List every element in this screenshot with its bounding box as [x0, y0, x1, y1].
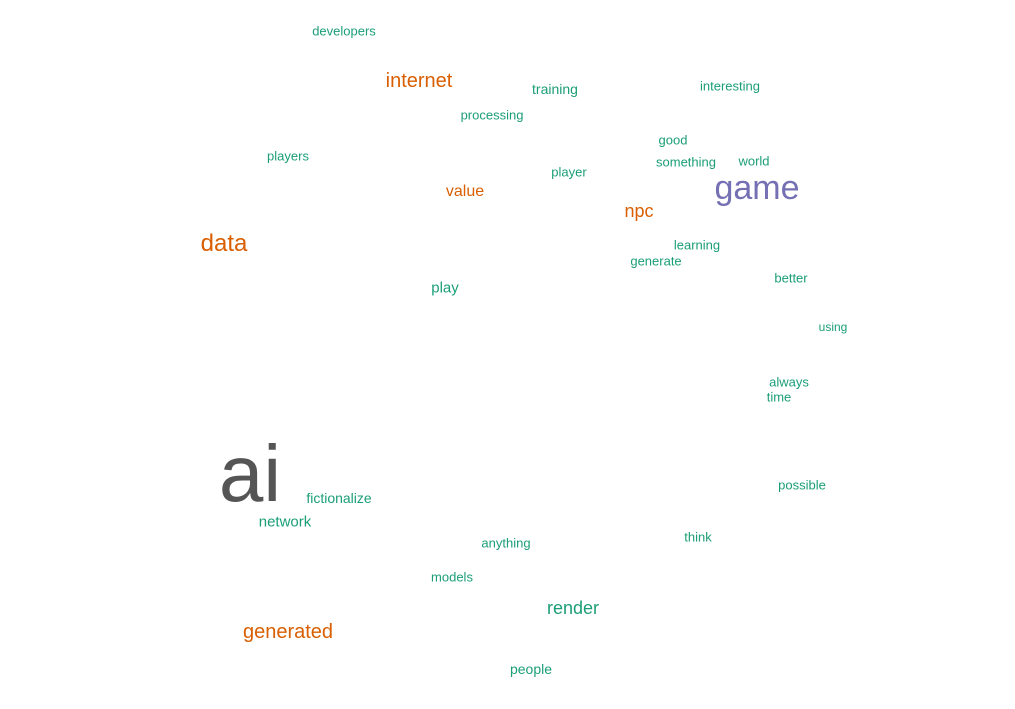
- cloud-word: anything: [481, 535, 531, 551]
- cloud-word: players: [267, 148, 309, 164]
- cloud-word: interesting: [700, 78, 760, 94]
- cloud-word: data: [200, 230, 248, 257]
- cloud-word: ai: [218, 429, 282, 518]
- cloud-word: game: [714, 169, 800, 207]
- cloud-word: player: [551, 164, 587, 180]
- cloud-word: think: [684, 529, 712, 545]
- cloud-word: generate: [630, 253, 682, 269]
- cloud-word: value: [445, 183, 485, 200]
- cloud-word: models: [431, 569, 473, 585]
- cloud-word: developers: [312, 23, 376, 39]
- cloud-word: time: [766, 389, 792, 405]
- cloud-word: people: [509, 661, 553, 677]
- cloud-word: using: [818, 320, 848, 334]
- cloud-word: good: [658, 132, 688, 148]
- cloud-word: network: [258, 513, 312, 531]
- cloud-word: training: [532, 81, 578, 97]
- cloud-word: something: [656, 154, 716, 170]
- cloud-word: possible: [778, 477, 826, 493]
- cloud-word: render: [546, 598, 600, 618]
- cloud-word: always: [769, 374, 809, 390]
- cloud-word: better: [774, 270, 808, 286]
- cloud-word: npc: [624, 201, 654, 221]
- cloud-word: play: [431, 279, 459, 297]
- cloud-word: processing: [460, 107, 524, 123]
- cloud-word: internet: [385, 70, 453, 92]
- cloud-word: generated: [242, 621, 334, 643]
- cloud-word: fictionalize: [306, 490, 372, 506]
- cloud-word: world: [738, 153, 770, 169]
- cloud-word: learning: [673, 237, 721, 253]
